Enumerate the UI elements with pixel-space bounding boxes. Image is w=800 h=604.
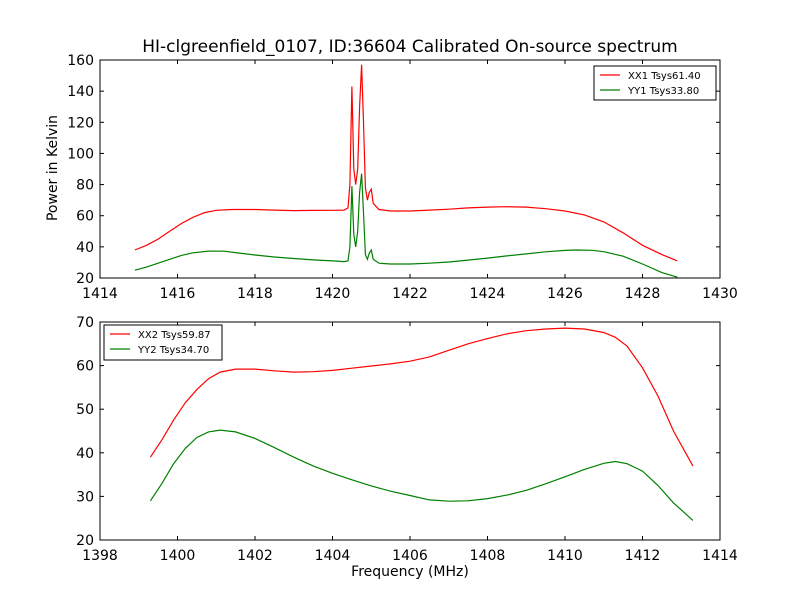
y-tick-label: 70: [76, 315, 94, 331]
x-tick-label: 1418: [237, 286, 273, 302]
chart-title: HI-clgreenfield_0107, ID:36604 Calibrate…: [142, 37, 678, 57]
y-tick-label: 20: [76, 533, 94, 549]
x-tick-label: 1398: [82, 548, 118, 564]
x-tick-label: 1412: [625, 548, 661, 564]
legend-label: YY1 Tsys33.80: [627, 86, 699, 97]
legend-box: [103, 324, 223, 361]
x-tick-label: 1414: [82, 286, 118, 302]
y-tick-label: 20: [76, 271, 94, 287]
legend: XX1 Tsys61.40 YY1 Tsys33.80: [593, 65, 717, 101]
bottom-panel: 1398 1400 1402 1404 1406 1408 1410 1412 1414 20 30…: [76, 315, 738, 564]
x-tick-label: 1428: [625, 286, 661, 302]
y-tick-label: 50: [76, 402, 94, 418]
top-panel: 1414 1416 1418 1420 1422 1424 1426 1428 1430 20 40…: [67, 53, 738, 302]
series-line-2-2: [149, 429, 694, 521]
y-tick-label: 30: [76, 489, 94, 505]
x-tick-label: 1404: [315, 548, 351, 564]
y-tick-label: 80: [76, 178, 94, 194]
x-tick-label: 1424: [470, 286, 506, 302]
x-tick-label: 1414: [702, 548, 738, 564]
series-line-1-1: [134, 64, 678, 262]
legend-label: YY2 Tsys34.70: [137, 345, 209, 356]
y-tick-label: 60: [76, 209, 94, 225]
x-tick-label: 1420: [315, 286, 351, 302]
y-tick-label: 60: [76, 359, 94, 375]
x-tick-label: 1430: [702, 286, 738, 302]
legend-label: XX1 Tsys61.40: [628, 71, 701, 82]
y-tick-label: 40: [76, 446, 94, 462]
y-tick-label: 100: [67, 146, 94, 162]
x-tick-label: 1406: [392, 548, 428, 564]
x-tick-label: 1400: [160, 548, 196, 564]
series-line-1-2: [134, 173, 678, 278]
x-tick-label: 1426: [547, 286, 583, 302]
x-axis-label: Frequency (MHz): [351, 564, 469, 580]
legend-label: XX2 Tsys59.87: [138, 330, 211, 341]
x-tick-label: 1422: [392, 286, 428, 302]
x-tick-label: 1408: [470, 548, 506, 564]
y-tick-label: 40: [76, 240, 94, 256]
x-tick-label: 1410: [547, 548, 583, 564]
legend-box: [593, 65, 717, 101]
series-line-2-1: [149, 327, 694, 467]
y-tick-label: 160: [67, 53, 94, 69]
x-tick-label: 1416: [160, 286, 196, 302]
y-axis-label: Power in Kelvin: [45, 115, 61, 221]
x-tick-label: 1402: [237, 548, 273, 564]
y-tick-label: 140: [67, 84, 94, 100]
y-tick-label: 120: [67, 115, 94, 131]
legend: XX2 Tsys59.87 YY2 Tsys34.70: [103, 324, 223, 361]
